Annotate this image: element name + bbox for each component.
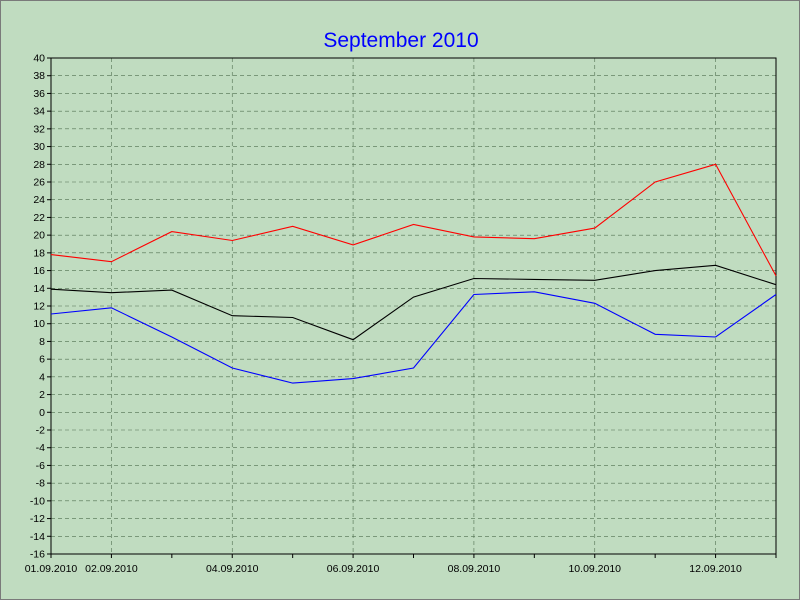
y-tick-label: 8 bbox=[39, 336, 45, 348]
y-tick-label: -10 bbox=[30, 495, 45, 507]
series-line-1 bbox=[50, 163, 777, 277]
y-tick-label: 30 bbox=[33, 141, 45, 153]
y-tick-label: 32 bbox=[33, 123, 45, 135]
y-tick-label: -14 bbox=[30, 531, 45, 543]
y-tick-label: 20 bbox=[33, 230, 45, 242]
y-tick-label: 12 bbox=[33, 301, 45, 313]
y-tick-label: 26 bbox=[33, 177, 45, 189]
series-line-3 bbox=[50, 291, 777, 384]
series-line-2 bbox=[50, 264, 777, 341]
y-tick-label: -2 bbox=[36, 425, 45, 437]
y-tick-label: -4 bbox=[36, 442, 45, 454]
y-tick-label: 2 bbox=[39, 389, 45, 401]
x-tick-label: 12.09.2010 bbox=[689, 563, 742, 575]
x-tick-label: 10.09.2010 bbox=[568, 563, 621, 575]
y-tick-label: -6 bbox=[36, 460, 45, 472]
y-axis-ticks: -16-14-12-10-8-6-4-202468101214161820222… bbox=[30, 53, 51, 561]
y-tick-label: 28 bbox=[33, 159, 45, 171]
y-tick-label: 4 bbox=[39, 371, 45, 383]
y-tick-label: -8 bbox=[36, 478, 45, 490]
y-tick-label: 0 bbox=[39, 407, 45, 419]
x-tick-label: 08.09.2010 bbox=[448, 563, 501, 575]
y-tick-label: 6 bbox=[39, 354, 45, 366]
y-tick-label: -12 bbox=[30, 513, 45, 525]
y-tick-label: -16 bbox=[30, 549, 45, 561]
grid-lines bbox=[51, 58, 776, 554]
y-tick-label: 24 bbox=[33, 194, 45, 206]
y-tick-label: 18 bbox=[33, 247, 45, 259]
x-tick-label: 01.09.2010 bbox=[25, 563, 78, 575]
y-tick-label: 22 bbox=[33, 212, 45, 224]
y-tick-label: 14 bbox=[33, 283, 45, 295]
y-tick-label: 40 bbox=[33, 53, 45, 65]
x-tick-label: 02.09.2010 bbox=[85, 563, 138, 575]
y-tick-label: 16 bbox=[33, 265, 45, 277]
series-lines bbox=[50, 163, 777, 384]
y-tick-label: 36 bbox=[33, 88, 45, 100]
y-tick-label: 10 bbox=[33, 318, 45, 330]
x-tick-label: 04.09.2010 bbox=[206, 563, 259, 575]
y-tick-label: 34 bbox=[33, 106, 45, 118]
x-tick-label: 06.09.2010 bbox=[327, 563, 380, 575]
x-axis-ticks: 01.09.2010 02.09.2010 04.09.2010 06.09.2010… bbox=[25, 554, 777, 575]
chart-title: September 2010 bbox=[323, 29, 478, 52]
y-tick-label: 38 bbox=[33, 70, 45, 82]
